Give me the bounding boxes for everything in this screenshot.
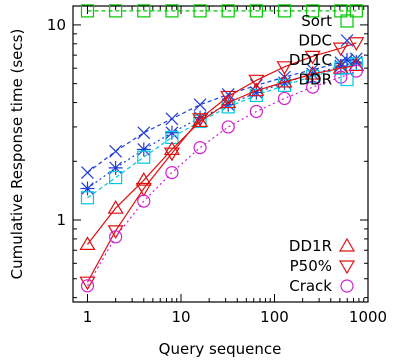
x-tick-label: 10 (171, 308, 190, 326)
data-point-dd1r (107, 199, 124, 214)
legend-marker (338, 237, 356, 252)
data-point-ddr (137, 150, 151, 164)
legend-marker (340, 279, 354, 293)
data-point-sort (80, 4, 95, 18)
data-point-dd1c (349, 55, 364, 70)
data-point-p50 (135, 182, 152, 197)
data-point-dd1c (108, 160, 123, 175)
data-point-crack (165, 165, 179, 180)
data-point-dd1c (333, 59, 348, 74)
y-axis-label: Cumulative Response time (secs) (8, 29, 26, 280)
data-point-ddc (81, 166, 94, 180)
legend-marker (340, 14, 354, 28)
data-point-crack (137, 194, 151, 208)
data-point-p50 (220, 90, 237, 105)
data-point-p50 (304, 50, 321, 65)
data-point-sort (306, 4, 320, 18)
series-line-ddr (87, 63, 357, 199)
data-point-p50 (348, 37, 365, 51)
data-point-crack (349, 64, 363, 78)
data-point-dd1r (276, 73, 293, 88)
data-point-crack (306, 80, 320, 94)
data-point-dd1c (136, 142, 151, 157)
data-point-sort (137, 4, 151, 18)
legend-label: DDR (298, 71, 332, 89)
legend-marker (340, 72, 354, 87)
data-point-dd1r (348, 57, 365, 72)
data-point-p50 (192, 113, 209, 128)
data-point-ddc (165, 112, 179, 126)
data-point-sort (193, 4, 207, 18)
data-point-sort (221, 4, 235, 18)
legend-label: Crack (289, 277, 332, 295)
data-point-dd1r (248, 82, 265, 97)
series-crack (80, 64, 363, 293)
legend-marker (338, 260, 356, 275)
data-point-ddr (109, 170, 123, 185)
data-point-dd1c (164, 125, 179, 140)
data-point-crack (249, 104, 263, 119)
x-axis-label: Query sequence (159, 340, 282, 358)
data-point-p50 (332, 42, 349, 57)
data-point-sort (165, 4, 179, 18)
data-point-sort (349, 4, 363, 18)
data-point-dd1c (221, 97, 236, 112)
legend-label: P50% (290, 257, 332, 275)
data-point-dd1r (135, 171, 152, 186)
legend-label: DD1R (289, 237, 332, 255)
data-point-p50 (79, 276, 96, 291)
series-p50 (79, 37, 365, 291)
legend-label: DDC (298, 32, 332, 50)
data-point-p50 (276, 61, 293, 75)
data-point-dd1r (304, 65, 321, 80)
data-point-dd1c (277, 75, 292, 90)
data-point-crack (221, 120, 235, 134)
data-point-ddc (137, 126, 151, 140)
data-point-crack (193, 141, 207, 155)
data-point-ddr (80, 191, 95, 205)
legend-label: DD1C (289, 51, 332, 69)
y-tick-label: 10 (47, 16, 66, 34)
data-point-sort (277, 4, 292, 18)
plot-area-frame (72, 5, 369, 303)
data-point-p50 (163, 147, 180, 162)
data-point-crack (277, 91, 292, 106)
legend-marker (340, 53, 354, 67)
data-point-dd1c (249, 85, 264, 100)
legend-marker (340, 34, 354, 47)
data-point-dd1r (220, 94, 237, 109)
data-point-p50 (248, 74, 265, 89)
data-point-sort (249, 4, 263, 18)
series-line-p50 (86, 42, 357, 283)
x-tick-label: 100 (260, 308, 289, 326)
series-layer (79, 4, 365, 293)
data-point-dd1r (79, 236, 96, 250)
series-line-crack (86, 70, 357, 287)
data-point-dd1c (193, 110, 208, 125)
x-tick-label: 1 (83, 308, 93, 326)
data-point-ddc (109, 144, 123, 158)
y-tick-label: 1 (56, 211, 66, 229)
legend-label: Sort (301, 12, 332, 30)
data-point-crack (109, 230, 123, 244)
data-point-ddc (193, 98, 207, 112)
axis-ticks: 1 10 100 1000 1 10 (47, 6, 387, 326)
data-point-dd1c (80, 181, 95, 196)
data-point-crack (80, 279, 95, 293)
x-tick-label: 1000 (349, 308, 387, 326)
data-point-sort (109, 4, 123, 18)
